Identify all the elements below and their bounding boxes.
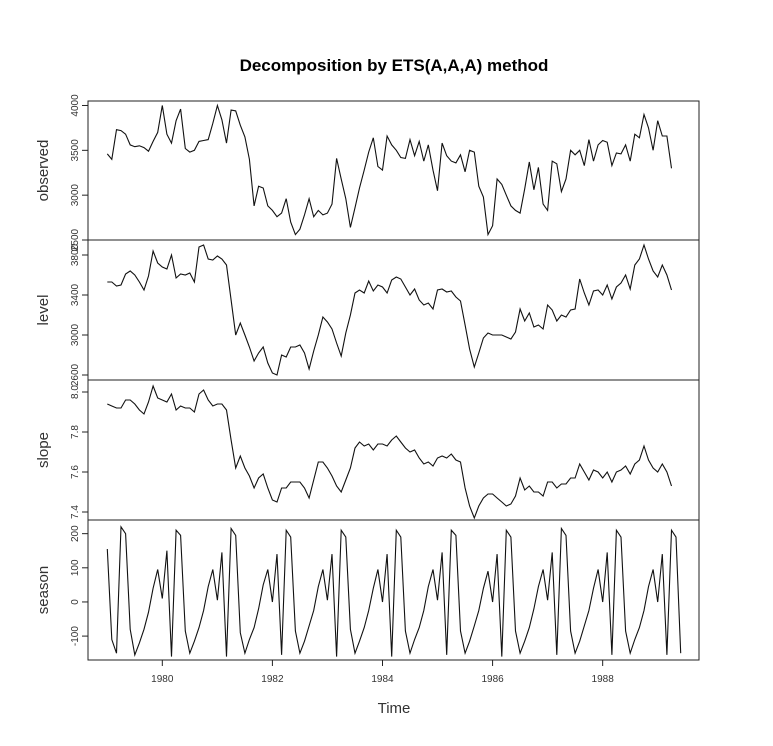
y-tick-label-level: 2600 xyxy=(70,363,81,386)
y-axis-label-observed: observed xyxy=(35,140,52,202)
x-axis-label: Time xyxy=(378,700,411,717)
y-tick-label-season: 0 xyxy=(70,599,81,605)
panel-observed: 2500 3000 3500 4000 observed xyxy=(35,94,700,251)
y-tick-label-season: 100 xyxy=(70,559,81,576)
y-tick-label-observed: 3000 xyxy=(70,184,81,207)
panel-level: 2600 3000 3400 3800 level xyxy=(35,239,700,386)
y-tick-label-season: -100 xyxy=(70,626,81,646)
x-tick-label: 1984 xyxy=(371,674,394,685)
x-axis: 1980 1982 1984 1986 1988 xyxy=(151,660,614,685)
y-tick-label-observed: 2500 xyxy=(70,228,81,251)
x-tick-label: 1980 xyxy=(151,674,174,685)
series-line-level xyxy=(107,243,673,376)
panels-group: 2500 3000 3500 4000 observed 2600 3000 3400 3800… xyxy=(35,94,700,661)
y-tick-label-observed: 3500 xyxy=(70,139,81,162)
y-tick-label-season: 200 xyxy=(70,525,81,542)
series-line-slope xyxy=(107,384,673,520)
y-axis-label-season: season xyxy=(35,566,52,614)
panel-frame-season xyxy=(87,519,700,661)
y-tick-label-slope: 7.4 xyxy=(70,505,81,519)
y-tick-label-observed: 4000 xyxy=(70,94,81,117)
panel-season: -100 0 100 200 season xyxy=(35,519,700,661)
y-tick-label-level: 3400 xyxy=(70,283,81,306)
x-tick-label: 1986 xyxy=(481,674,504,685)
x-tick-label: 1988 xyxy=(592,674,615,685)
y-tick-label-slope: 7.6 xyxy=(70,465,81,479)
panel-frame-slope xyxy=(87,379,700,521)
y-tick-label-level: 3800 xyxy=(70,243,81,266)
series-line-observed xyxy=(106,103,673,237)
panel-slope: 7.4 7.6 7.8 8.0 slope xyxy=(35,379,700,521)
chart-title: Decomposition by ETS(A,A,A) method xyxy=(240,56,549,75)
y-axis-label-slope: slope xyxy=(35,432,52,468)
y-tick-label-slope: 7.8 xyxy=(70,425,81,439)
panel-frame-observed xyxy=(87,100,700,241)
series-line-season xyxy=(106,525,682,657)
y-axis-label-level: level xyxy=(35,295,52,326)
x-tick-label: 1982 xyxy=(261,674,284,685)
y-tick-label-level: 3000 xyxy=(70,323,81,346)
y-tick-label-slope: 8.0 xyxy=(70,385,81,399)
panel-frame-level xyxy=(87,239,700,381)
